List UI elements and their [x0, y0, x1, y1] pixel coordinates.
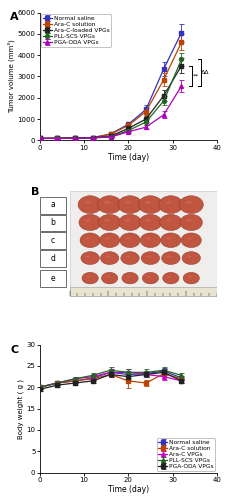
Ellipse shape — [166, 256, 171, 258]
FancyBboxPatch shape — [39, 197, 66, 214]
Ellipse shape — [142, 272, 158, 284]
Ellipse shape — [182, 272, 198, 284]
Ellipse shape — [165, 219, 171, 222]
Ellipse shape — [79, 214, 101, 230]
Ellipse shape — [140, 233, 160, 248]
FancyBboxPatch shape — [39, 214, 66, 232]
Ellipse shape — [139, 214, 161, 230]
Text: **: ** — [192, 74, 198, 78]
Ellipse shape — [97, 196, 121, 214]
Ellipse shape — [82, 272, 98, 284]
Ellipse shape — [106, 276, 110, 278]
Ellipse shape — [180, 233, 200, 248]
FancyBboxPatch shape — [69, 192, 216, 296]
Ellipse shape — [78, 196, 102, 214]
Ellipse shape — [160, 233, 180, 248]
Ellipse shape — [186, 238, 191, 240]
Ellipse shape — [146, 276, 150, 278]
Text: a: a — [50, 200, 55, 209]
Legend: Normal saline, Ara-C solution, Ara-C-loaded VPGs, PLL-SCS VPGs, PGA-ODA VPGs: Normal saline, Ara-C solution, Ara-C-loa… — [41, 14, 110, 46]
Ellipse shape — [145, 238, 150, 240]
Ellipse shape — [144, 201, 150, 204]
FancyBboxPatch shape — [39, 250, 66, 267]
FancyBboxPatch shape — [69, 287, 216, 296]
Ellipse shape — [145, 219, 150, 222]
FancyBboxPatch shape — [39, 232, 66, 249]
FancyBboxPatch shape — [39, 270, 66, 287]
Ellipse shape — [105, 238, 110, 240]
Ellipse shape — [118, 214, 141, 230]
Ellipse shape — [85, 238, 90, 240]
Ellipse shape — [84, 201, 90, 204]
Ellipse shape — [104, 219, 110, 222]
Ellipse shape — [161, 252, 179, 264]
Ellipse shape — [124, 219, 130, 222]
Ellipse shape — [101, 272, 117, 284]
Ellipse shape — [86, 276, 90, 278]
Ellipse shape — [80, 233, 100, 248]
Ellipse shape — [124, 201, 130, 204]
Y-axis label: Tumor volume (mm³): Tumor volume (mm³) — [7, 40, 15, 114]
Ellipse shape — [119, 233, 140, 248]
Ellipse shape — [146, 256, 150, 258]
Ellipse shape — [185, 219, 191, 222]
Text: c: c — [51, 236, 55, 245]
Ellipse shape — [138, 196, 162, 214]
Ellipse shape — [126, 276, 130, 278]
Ellipse shape — [85, 219, 90, 222]
Text: d: d — [50, 254, 55, 262]
Ellipse shape — [99, 233, 119, 248]
Text: C: C — [10, 344, 18, 354]
Ellipse shape — [117, 196, 142, 214]
Y-axis label: Body weight ( g ): Body weight ( g ) — [17, 378, 23, 438]
Text: b: b — [50, 218, 55, 227]
Ellipse shape — [98, 214, 120, 230]
Text: ΔΔ: ΔΔ — [200, 70, 209, 75]
Ellipse shape — [141, 252, 159, 264]
Ellipse shape — [159, 214, 181, 230]
Ellipse shape — [125, 256, 130, 258]
Ellipse shape — [162, 272, 178, 284]
Ellipse shape — [105, 256, 110, 258]
Ellipse shape — [121, 272, 137, 284]
Ellipse shape — [166, 276, 171, 278]
Legend: Normal saline, Ara-C solution, Ara-C VPGs, PLL-SCS VPGs, PGA-ODA VPGs: Normal saline, Ara-C solution, Ara-C VPG… — [156, 438, 214, 471]
Ellipse shape — [186, 256, 191, 258]
Ellipse shape — [178, 196, 202, 214]
Ellipse shape — [125, 238, 130, 240]
Ellipse shape — [179, 214, 202, 230]
Ellipse shape — [187, 276, 191, 278]
Ellipse shape — [165, 201, 171, 204]
Ellipse shape — [158, 196, 182, 214]
Ellipse shape — [81, 252, 99, 264]
Text: B: B — [31, 187, 39, 197]
Ellipse shape — [104, 201, 110, 204]
Text: A: A — [10, 12, 19, 22]
X-axis label: Time (day): Time (day) — [107, 486, 148, 494]
Ellipse shape — [120, 252, 139, 264]
Ellipse shape — [166, 238, 171, 240]
Ellipse shape — [86, 256, 90, 258]
X-axis label: Time (day): Time (day) — [107, 154, 148, 162]
Ellipse shape — [100, 252, 118, 264]
Ellipse shape — [181, 252, 200, 264]
Ellipse shape — [185, 201, 191, 204]
Text: e: e — [50, 274, 55, 282]
